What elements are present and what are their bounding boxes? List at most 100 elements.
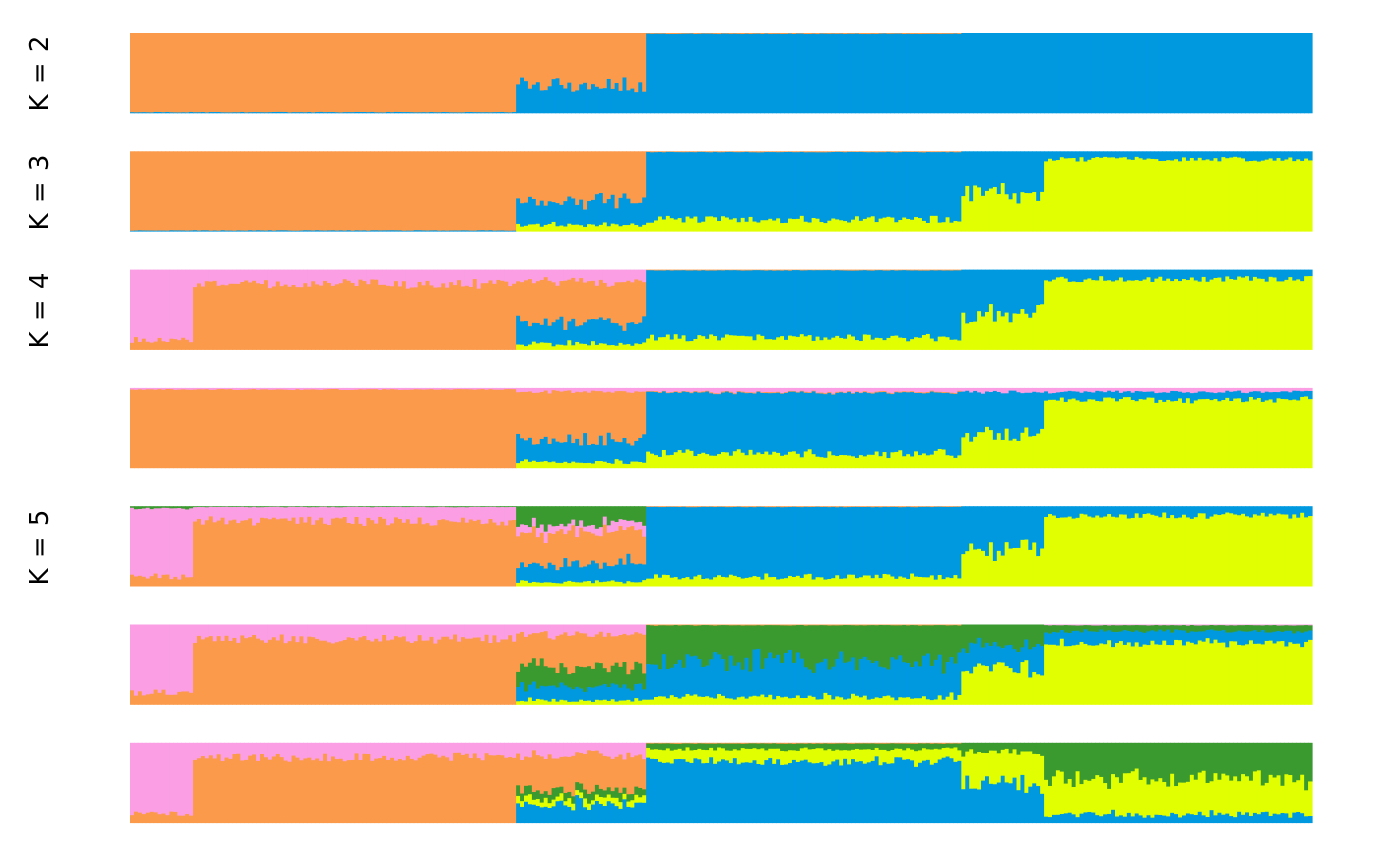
bar-segment-pink	[177, 387, 182, 390]
bar-segment-yellow	[933, 579, 939, 587]
bar-segment-green	[575, 666, 580, 688]
bar-segment-orange	[232, 151, 237, 232]
bar-segment-orange	[823, 33, 828, 35]
bar-segment-yellow	[1075, 400, 1081, 469]
bar-segment-blue	[973, 506, 978, 550]
bar-segment-orange	[460, 517, 466, 587]
bar-segment-yellow	[590, 701, 596, 705]
bar-segment-orange	[350, 33, 356, 113]
bar-segment-yellow	[1051, 644, 1057, 705]
bar-segment-yellow	[835, 575, 840, 587]
bar-segment-orange	[878, 33, 884, 34]
bar-segment-yellow	[1016, 313, 1022, 350]
bar-segment-blue	[437, 230, 442, 232]
bar-segment-blue	[744, 270, 750, 337]
bar-segment-green	[216, 506, 222, 508]
bar-segment-orange	[433, 754, 438, 824]
bar-segment-orange	[338, 33, 344, 113]
bar-segment-yellow	[1083, 643, 1089, 705]
bar-segment-orange	[851, 624, 856, 626]
bar-segment-orange	[460, 286, 466, 350]
bar-segment-blue	[449, 230, 454, 232]
bar-segment-yellow	[642, 462, 647, 469]
bar-segment-green	[614, 662, 620, 685]
bar-segment-pink	[492, 506, 498, 523]
bar-segment-orange	[453, 285, 458, 350]
bar-segment-blue	[701, 151, 706, 222]
bar-segment-blue	[973, 269, 978, 322]
bar-segment-orange	[650, 151, 655, 153]
bar-segment-yellow	[1000, 183, 1006, 232]
bar-segment-blue	[650, 152, 655, 223]
bar-segment-orange	[362, 389, 367, 469]
bar-segment-yellow	[949, 692, 955, 705]
bar-segment-orange	[949, 269, 955, 271]
bar-segment-orange	[319, 151, 324, 231]
bar-segment-blue	[732, 152, 738, 219]
bar-segment-yellow	[1197, 157, 1203, 232]
bar-segment-green	[425, 506, 431, 508]
bar-segment-blue	[1051, 269, 1057, 280]
bar-segment-blue	[807, 669, 813, 696]
bar-segment-blue	[1083, 506, 1089, 515]
bar-segment-blue	[149, 230, 155, 232]
bar-segment-orange	[130, 574, 135, 587]
bar-segment-blue	[799, 391, 805, 458]
bar-segment-blue	[1079, 269, 1085, 283]
bar-segment-yellow	[669, 218, 675, 232]
bar-segment-orange	[189, 33, 194, 113]
bar-segment-blue	[1288, 151, 1293, 158]
bar-segment-green	[921, 625, 927, 657]
bar-segment-pink	[189, 387, 194, 391]
bar-segment-yellow	[843, 221, 848, 232]
bar-segment-orange	[366, 753, 371, 824]
bar-segment-yellow	[1024, 313, 1029, 350]
bar-segment-orange	[567, 530, 572, 567]
bar-segment-blue	[787, 33, 793, 114]
bar-segment-orange	[200, 151, 206, 231]
bar-segment-green	[228, 506, 234, 508]
bar-segment-green	[539, 658, 545, 687]
bar-segment-orange	[579, 278, 584, 326]
bar-segment-yellow	[1107, 397, 1112, 469]
bar-segment-orange	[646, 391, 651, 393]
bar-segment-blue	[1099, 391, 1104, 402]
bar-segment-yellow	[555, 462, 561, 469]
bar-segment-green	[133, 506, 139, 510]
bar-segment-blue	[1213, 393, 1219, 400]
bar-segment-yellow	[921, 696, 927, 705]
bar-segment-green	[1012, 624, 1018, 650]
bar-segment-orange	[803, 151, 809, 153]
bar-segment-yellow	[921, 220, 927, 232]
bar-segment-orange	[130, 389, 135, 469]
bar-segment-green	[823, 625, 828, 660]
bar-segment-blue	[618, 442, 624, 461]
bar-segment-orange	[516, 633, 521, 673]
bar-segment-blue	[914, 270, 919, 338]
bar-segment-blue	[886, 270, 892, 339]
bar-segment-pink	[547, 524, 553, 534]
bar-segment-orange	[870, 624, 876, 626]
bar-segment-pink	[409, 387, 415, 390]
bar-segment-blue	[929, 507, 935, 576]
bar-segment-orange	[504, 757, 509, 824]
bar-segment-yellow	[902, 217, 907, 232]
bar-segment-orange	[764, 624, 769, 626]
bar-segment-yellow	[563, 226, 568, 232]
bar-segment-pink	[393, 624, 399, 637]
bar-segment-yellow	[902, 337, 907, 350]
bar-segment-blue	[756, 648, 761, 697]
bar-segment-yellow	[878, 218, 884, 232]
bar-segment-orange	[358, 33, 364, 113]
bar-segment-pink	[330, 387, 336, 390]
bar-segment-orange	[334, 759, 340, 824]
bar-segment-green	[334, 506, 340, 508]
bar-segment-blue	[1217, 33, 1222, 114]
bar-segment-orange	[677, 33, 683, 35]
bar-segment-green	[803, 625, 809, 668]
bar-segment-orange	[323, 640, 328, 705]
bar-segment-pink	[437, 269, 442, 288]
bar-segment-blue	[1170, 33, 1175, 114]
bar-segment-yellow	[937, 336, 943, 350]
bar-segment-orange	[193, 389, 198, 469]
